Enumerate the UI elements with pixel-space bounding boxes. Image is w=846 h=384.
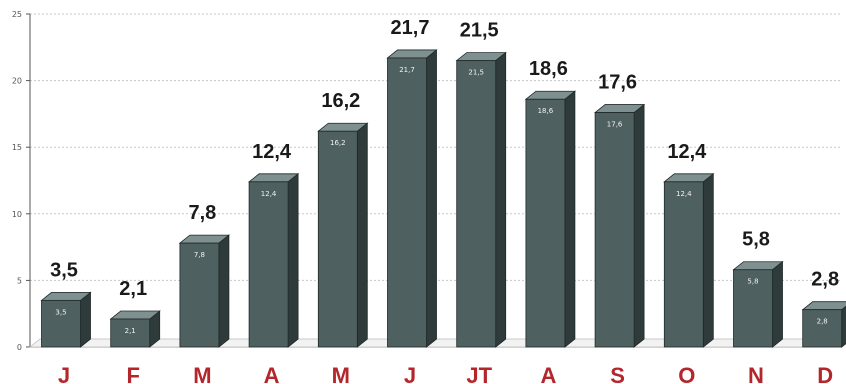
x-category-label: S: [610, 363, 625, 384]
bar: [178, 234, 231, 348]
bar-side: [564, 90, 576, 348]
value-labels: 3,5 3,5 2,1 2,1 7,8 7,8 12,4 12,4 16,2 16,2 21,7 21…: [50, 17, 839, 335]
category-labels: J F M A M J JT A S O N D: [58, 363, 833, 384]
bar-inner-label: 5,8: [747, 278, 758, 286]
x-category-label: N: [748, 363, 764, 384]
y-tick-label: 0: [17, 343, 22, 352]
bar-value-label: 17,6: [598, 72, 637, 94]
bar: [732, 260, 784, 348]
x-category-label: M: [193, 363, 211, 384]
bar-inner-label: 21,7: [399, 66, 415, 74]
bar-inner-label: 21,5: [468, 69, 484, 77]
bar-inner-label: 16,2: [330, 139, 346, 147]
bar-side: [80, 291, 91, 348]
bar-front: [110, 318, 151, 348]
bar-front: [802, 309, 843, 348]
bar-inner-label: 18,6: [538, 107, 554, 115]
bar-value-label: 12,4: [667, 141, 707, 163]
bar-value-label: 21,5: [460, 20, 499, 42]
bar-inner-label: 12,4: [676, 190, 692, 198]
bar-side: [702, 172, 714, 348]
bar-value-label: 5,8: [742, 229, 770, 251]
bar-front: [41, 299, 81, 348]
bar: [247, 172, 300, 348]
x-category-label: JT: [466, 363, 492, 384]
bar-front: [525, 98, 566, 348]
bar-value-label: 2,1: [119, 278, 147, 300]
y-tick-label: 10: [12, 210, 22, 219]
bar-inner-label: 7,8: [194, 251, 205, 259]
x-category-label: M: [332, 363, 350, 384]
y-tick-label: 5: [17, 276, 22, 285]
bar: [801, 301, 846, 348]
bar-inner-label: 3,5: [55, 308, 66, 316]
x-category-label: O: [678, 363, 695, 384]
bar: [663, 172, 715, 348]
bar-value-label: 3,5: [50, 259, 78, 281]
x-category-label: A: [540, 363, 556, 384]
bar-front: [387, 57, 427, 348]
bar-inner-label: 2,8: [817, 318, 828, 326]
bar-side: [218, 234, 230, 348]
bar-value-label: 21,7: [391, 17, 430, 39]
bar-value-label: 7,8: [188, 202, 216, 224]
bar-front: [317, 130, 358, 348]
bar-front: [594, 112, 635, 348]
bar: [593, 103, 646, 348]
y-axis-ticks: 0 5 10 15 20 25: [12, 10, 30, 352]
x-category-label: F: [126, 363, 139, 384]
bar-front: [248, 181, 289, 348]
bar-side: [772, 260, 783, 348]
bar-front: [733, 269, 773, 348]
bar-side: [495, 51, 507, 348]
y-tick-label: 25: [12, 10, 22, 19]
bar-front: [179, 242, 220, 348]
bar: [455, 51, 507, 348]
bar: [40, 291, 92, 348]
x-category-label: D: [817, 363, 833, 384]
x-category-label: J: [58, 363, 70, 384]
bar: [386, 49, 438, 348]
bar: [524, 90, 577, 348]
bar: [317, 122, 369, 348]
bar-inner-label: 2,1: [125, 327, 136, 335]
bar-value-label: 12,4: [252, 141, 292, 163]
y-tick-label: 15: [12, 143, 22, 152]
bar-value-label: 18,6: [529, 58, 568, 80]
bar-front: [663, 181, 704, 348]
bar-side: [426, 49, 437, 348]
bar-inner-label: 17,6: [607, 121, 623, 129]
bars: [40, 49, 846, 348]
bar-inner-label: 12,4: [261, 190, 277, 198]
bar-value-label: 2,8: [811, 269, 839, 291]
x-category-label: J: [404, 363, 416, 384]
y-tick-label: 20: [12, 77, 22, 86]
bar-side: [287, 172, 299, 348]
bar-front: [456, 60, 497, 348]
bar-value-label: 16,2: [321, 90, 360, 112]
x-category-label: A: [264, 363, 280, 384]
bar-side: [633, 103, 645, 348]
bar: [109, 310, 161, 348]
bar-top: [801, 301, 846, 311]
bar-side: [356, 122, 368, 348]
